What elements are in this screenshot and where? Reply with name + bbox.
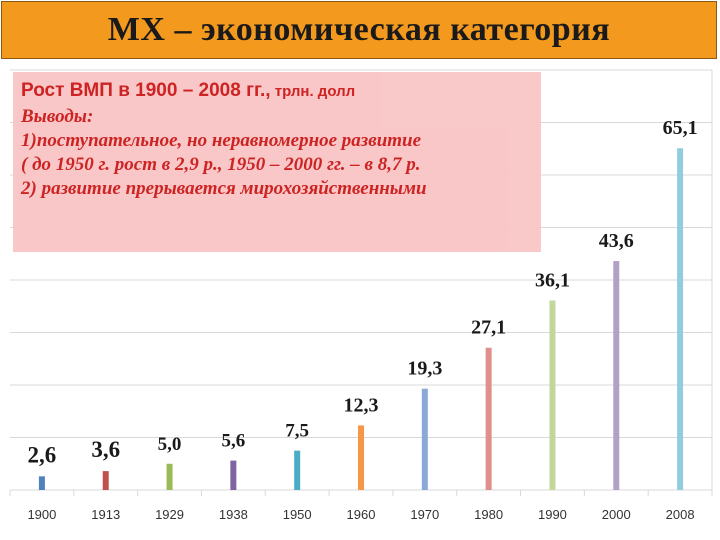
annotation-heading-text: Рост ВМП в 1900 – 2008 гг., <box>21 80 271 101</box>
data-label-1900: 2,6 <box>28 442 57 467</box>
bar-2008 <box>677 148 684 490</box>
bar-1950 <box>294 450 301 490</box>
x-tick-label-2000: 2000 <box>602 507 631 522</box>
data-label-1970: 19,3 <box>407 358 442 380</box>
slide-title: МХ – экономическая категория <box>107 11 611 48</box>
x-tick-label-1929: 1929 <box>155 507 184 522</box>
conclusion-2: 2) развитие прерывается мирохозяйственны… <box>21 178 427 199</box>
x-tick-label-2008: 2008 <box>666 507 695 522</box>
x-tick-label-1900: 1900 <box>27 507 56 522</box>
annotation-heading: Рост ВМП в 1900 – 2008 гг., трлн. долл <box>21 78 533 105</box>
data-label-1960: 12,3 <box>344 394 379 416</box>
data-label-1913: 3,6 <box>91 437 120 462</box>
x-tick-label-1960: 1960 <box>347 507 376 522</box>
data-label-2008: 65,1 <box>663 117 698 139</box>
x-tick-label-1970: 1970 <box>410 507 439 522</box>
data-label-1929: 5,0 <box>158 434 182 455</box>
conclusions-label: Выводы: <box>21 106 94 127</box>
conclusion-1: 1)поступательное, но неравномерное разви… <box>21 130 422 151</box>
data-label-1950: 7,5 <box>285 421 309 442</box>
chart-annotation-box: Рост ВМП в 1900 – 2008 гг., трлн. долл В… <box>13 72 541 252</box>
data-label-2000: 43,6 <box>599 230 634 252</box>
bar-2000 <box>613 261 620 490</box>
bar-1970 <box>421 388 428 490</box>
x-tick-label-1913: 1913 <box>91 507 120 522</box>
x-tick-label-1990: 1990 <box>538 507 567 522</box>
bar-1913 <box>102 471 109 490</box>
bar-1980 <box>485 347 492 490</box>
data-label-1990: 36,1 <box>535 269 570 291</box>
data-label-1980: 27,1 <box>471 317 506 339</box>
bar-1929 <box>166 463 173 490</box>
x-tick-label-1938: 1938 <box>219 507 248 522</box>
bar-1990 <box>549 300 556 490</box>
x-tick-label-1950: 1950 <box>283 507 312 522</box>
bar-1900 <box>38 476 45 490</box>
x-tick-label-1980: 1980 <box>474 507 503 522</box>
bar-1938 <box>230 460 237 490</box>
title-bar: МХ – экономическая категория <box>1 1 717 59</box>
bar-1960 <box>358 425 364 490</box>
conclusion-1-detail: ( до 1950 г. рост в 2,9 р., 1950 – 2000 … <box>21 154 421 175</box>
data-label-1938: 5,6 <box>221 431 245 452</box>
annotation-unit: трлн. долл <box>270 83 356 100</box>
